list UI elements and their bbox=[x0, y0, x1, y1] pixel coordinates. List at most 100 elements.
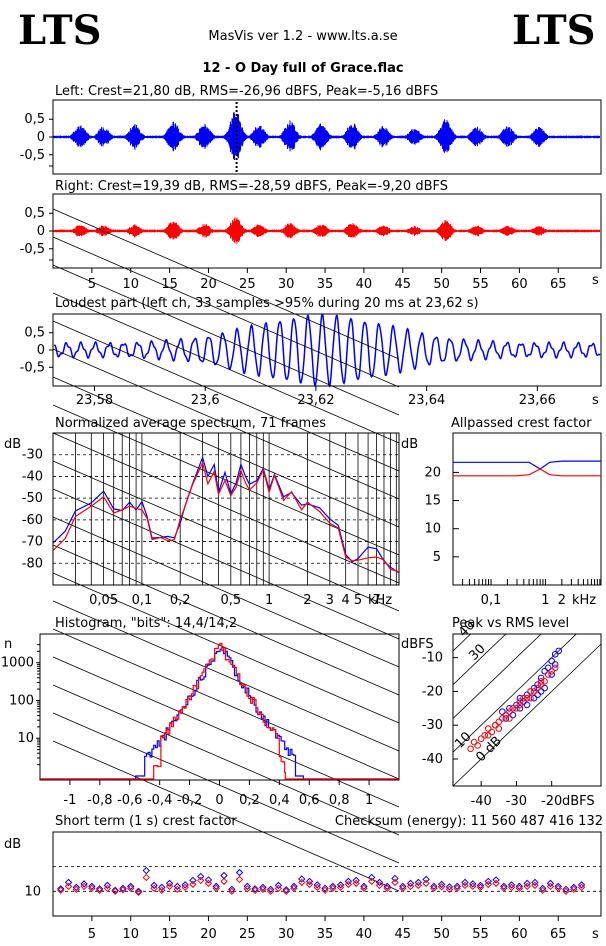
y-tick-label: -30 bbox=[422, 718, 443, 733]
peak-rms-point-right bbox=[513, 705, 520, 712]
crest-point-left bbox=[375, 878, 384, 887]
crest-point-right bbox=[196, 876, 205, 885]
crest-point-right bbox=[546, 882, 555, 891]
peak-rms-point-left bbox=[530, 684, 538, 692]
right-wave-title: Right: Crest=19,39 dB, RMS=-28,59 dBFS, … bbox=[55, 179, 448, 194]
peak-rms-point-left bbox=[516, 705, 524, 712]
x-tick-label: 25 bbox=[239, 277, 256, 292]
y-tick-label: 0 bbox=[37, 343, 45, 358]
crest-point-left bbox=[422, 875, 430, 884]
peak-rms-point-right bbox=[516, 701, 524, 709]
x-tick-label: 0,6 bbox=[299, 793, 320, 808]
y-tick-label: 0,5 bbox=[24, 326, 45, 341]
x-tick-label: 45 bbox=[395, 277, 412, 292]
peak-rms-point-left bbox=[499, 708, 506, 715]
crest-point-left bbox=[367, 873, 376, 882]
crest-point-left bbox=[305, 877, 314, 886]
crest-point-left bbox=[72, 883, 81, 892]
crest-point-right bbox=[103, 884, 112, 893]
slope-line bbox=[52, 236, 400, 388]
crest-point-right bbox=[64, 882, 73, 891]
x-tick-label: -30 bbox=[506, 794, 527, 809]
y-tick-label: -10 bbox=[422, 651, 443, 666]
crest-point-right bbox=[173, 885, 182, 894]
loudest-x-unit: s bbox=[592, 393, 599, 408]
crest-point-right bbox=[251, 886, 259, 895]
slope-line bbox=[52, 656, 400, 808]
crest-point-left bbox=[391, 874, 399, 883]
right-wave-x-unit: s bbox=[592, 273, 599, 288]
x-tick-label: 5 bbox=[88, 277, 96, 292]
crest-point-right bbox=[204, 879, 213, 888]
y-tick-label: 0,5 bbox=[24, 112, 45, 127]
crest-point-right bbox=[88, 884, 96, 893]
crest-point-left bbox=[64, 878, 73, 887]
x-tick-label: -40 bbox=[471, 794, 492, 809]
crest-point-right bbox=[577, 883, 586, 892]
short-term-frame bbox=[52, 831, 602, 917]
slope-line bbox=[52, 600, 400, 752]
y-tick-label: -30 bbox=[22, 448, 43, 463]
peak-rms-point-right bbox=[502, 711, 510, 719]
crest-point-right bbox=[531, 881, 539, 890]
crest-point-left bbox=[507, 881, 516, 889]
crest-point-right bbox=[266, 887, 275, 896]
x-tick-label: 45 bbox=[395, 927, 412, 942]
crest-point-right bbox=[111, 887, 119, 896]
x-tick-label: -0,4 bbox=[147, 793, 172, 808]
peak-rms-point-left bbox=[541, 684, 548, 692]
crest-point-right bbox=[375, 881, 384, 890]
crest-point-right bbox=[313, 883, 321, 892]
crest-point-right bbox=[383, 884, 391, 893]
crest-point-left bbox=[290, 882, 298, 891]
crest-point-left bbox=[173, 882, 182, 891]
crest-diagonal bbox=[453, 643, 601, 786]
crest-point-right bbox=[165, 882, 174, 891]
crest-point-left bbox=[134, 887, 143, 896]
peak-rms-point-right bbox=[534, 684, 541, 692]
slope-line bbox=[52, 684, 400, 836]
crest-point-right bbox=[282, 887, 290, 896]
crest-point-left bbox=[165, 879, 174, 888]
spectrum-series-left bbox=[53, 455, 399, 574]
x-tick-label: 5 bbox=[354, 593, 362, 608]
x-tick-label: 23,58 bbox=[76, 393, 113, 408]
peak-rms-point-left bbox=[541, 667, 548, 675]
peak-rms-point-right bbox=[474, 742, 481, 749]
crest-point-left bbox=[344, 877, 353, 886]
peak-rms-point-right bbox=[551, 664, 559, 672]
peak-rms-point-right bbox=[530, 688, 538, 695]
crest-point-left bbox=[88, 882, 96, 891]
peak-rms-point-left bbox=[506, 705, 513, 712]
x-tick-label: 30 bbox=[278, 927, 295, 942]
x-tick-label: 20 bbox=[200, 927, 217, 942]
crest-point-right bbox=[72, 885, 81, 894]
crest-point-left bbox=[546, 879, 555, 888]
histogram-right bbox=[40, 642, 399, 780]
x-tick-label: 1 bbox=[541, 593, 549, 608]
x-tick-label: 23,64 bbox=[408, 393, 445, 408]
y-tick-label: -0,5 bbox=[20, 360, 45, 375]
loudest-title: Loudest part (left ch, 33 samples >95% d… bbox=[55, 296, 479, 311]
crest-point-left bbox=[212, 882, 220, 891]
y-tick-label: 10 bbox=[424, 522, 441, 537]
crest-point-right bbox=[80, 882, 88, 891]
crest-point-left bbox=[298, 875, 306, 883]
x-tick-label: 4 bbox=[342, 593, 350, 608]
y-tick-label: 0 bbox=[37, 130, 45, 145]
crest-point-right bbox=[562, 887, 570, 896]
peak-rms-point-right bbox=[509, 705, 517, 712]
crest-point-left bbox=[437, 880, 446, 889]
spectrum-grid bbox=[52, 208, 400, 892]
slope-line bbox=[52, 404, 400, 556]
peak-rms-frame bbox=[452, 633, 602, 787]
y-tick-label: -0,5 bbox=[20, 148, 45, 163]
x-tick-label: -0,8 bbox=[87, 793, 112, 808]
loudest-waveform bbox=[53, 313, 601, 388]
crest-point-right bbox=[430, 884, 438, 893]
slope-line bbox=[52, 348, 400, 500]
crest-point-left bbox=[554, 882, 562, 891]
crest-point-left bbox=[336, 881, 345, 889]
crest-point-right bbox=[523, 882, 531, 891]
short-term-x-unit: s bbox=[592, 927, 599, 942]
